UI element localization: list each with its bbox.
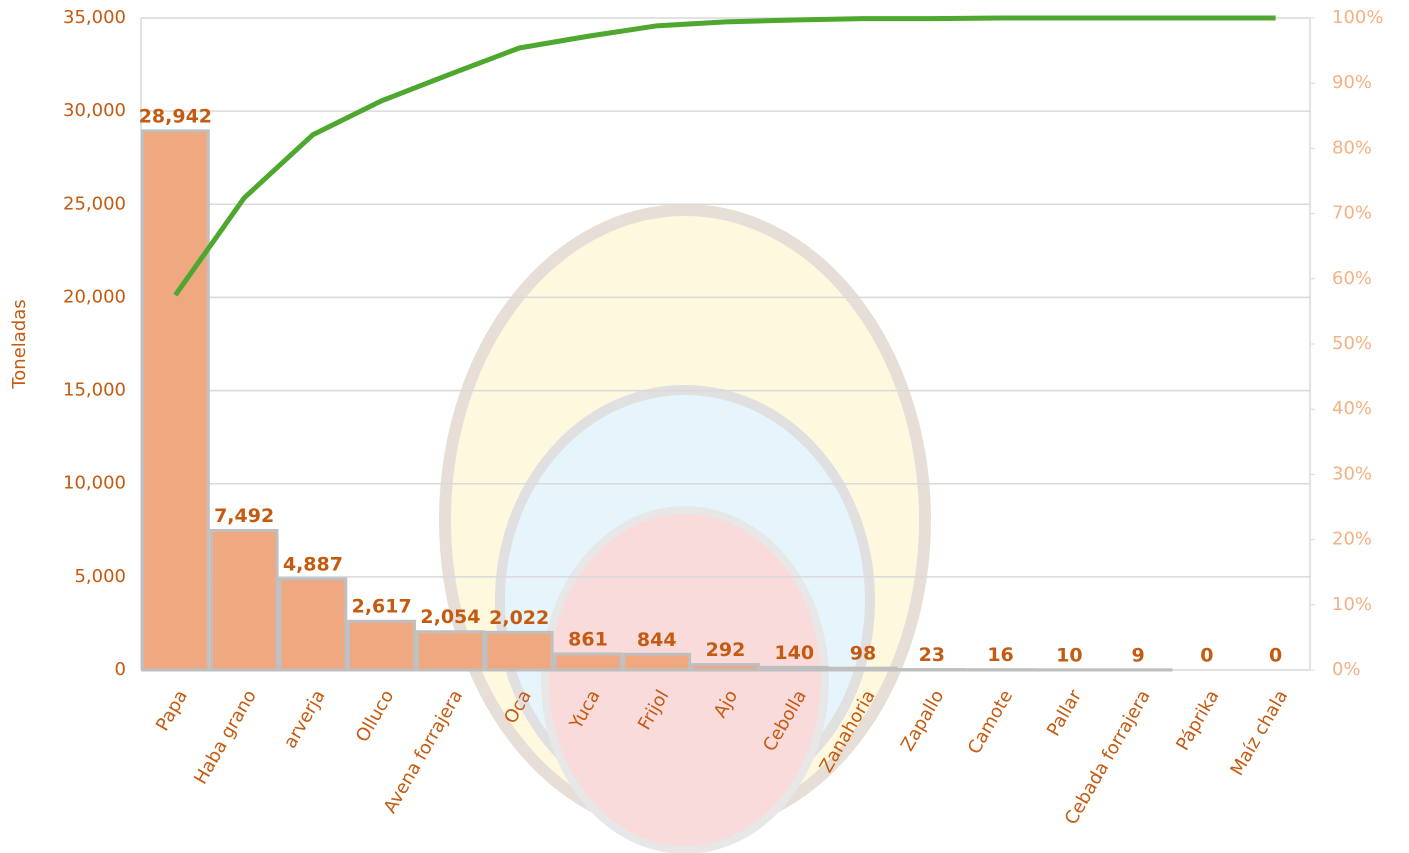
bar [278, 577, 348, 672]
bar [622, 652, 692, 672]
x-tick-label: Maíz chala [1227, 687, 1293, 780]
bar [691, 663, 760, 672]
value-label: 140 [774, 642, 814, 664]
value-label: 9 [1131, 644, 1144, 666]
y2-tick-label: 60% [1332, 268, 1372, 289]
y-tick-label: 25,000 [63, 193, 126, 214]
y-tick-label: 5,000 [74, 566, 126, 587]
y2-tick-label: 80% [1332, 137, 1372, 158]
bar [828, 666, 898, 672]
y-tick-label: 0 [115, 659, 126, 680]
background-decoration [439, 204, 931, 853]
y2-tick-label: 0% [1332, 659, 1361, 680]
value-label: 28,942 [139, 105, 212, 127]
bar [484, 630, 554, 672]
y2-tick-label: 50% [1332, 333, 1372, 354]
value-label: 0 [1269, 645, 1282, 667]
value-label: 861 [568, 628, 608, 650]
bar [553, 652, 623, 672]
y2-tick-label: 90% [1332, 72, 1372, 93]
value-label: 2,617 [352, 596, 412, 618]
y2-tick-label: 100% [1332, 7, 1383, 28]
x-tick-label: Haba grano [190, 687, 261, 788]
value-label: 10 [1056, 644, 1082, 666]
y-tick-label: 10,000 [63, 473, 126, 494]
value-label: 7,492 [214, 505, 274, 527]
value-label: 98 [850, 643, 876, 665]
value-label: 2,022 [489, 607, 549, 629]
x-tick-label: Camote [964, 687, 1017, 758]
x-tick-label: arverja [280, 687, 330, 753]
x-tick-label: Zapallo [897, 687, 949, 755]
bar [141, 129, 210, 672]
bar [347, 619, 417, 672]
value-label: 292 [706, 639, 746, 661]
value-label: 844 [637, 629, 677, 651]
bar [759, 665, 829, 672]
value-label: 2,054 [420, 606, 480, 628]
y2-tick-label: 40% [1332, 398, 1372, 419]
value-label: 16 [987, 644, 1013, 666]
x-tick-label: Pallar [1043, 686, 1086, 740]
y-axis-title: Toneladas [9, 299, 30, 389]
bar [416, 630, 485, 672]
y-tick-label: 30,000 [63, 100, 126, 121]
y-tick-label: 20,000 [63, 286, 126, 307]
y2-tick-label: 30% [1332, 463, 1372, 484]
y2-tick-label: 10% [1332, 594, 1372, 615]
y-tick-label: 35,000 [63, 7, 126, 28]
y-tick-label: 15,000 [63, 380, 126, 401]
cumulative-line [173, 15, 1276, 297]
value-label: 23 [919, 644, 945, 666]
bar [209, 528, 279, 672]
value-label: 4,887 [283, 553, 343, 575]
x-tick-label: Páprika [1172, 687, 1223, 755]
value-label: 0 [1200, 645, 1213, 667]
y2-tick-label: 70% [1332, 203, 1372, 224]
y2-tick-label: 20% [1332, 529, 1372, 550]
x-tick-label: Papa [152, 687, 192, 735]
x-tick-label: Olluco [352, 687, 398, 746]
